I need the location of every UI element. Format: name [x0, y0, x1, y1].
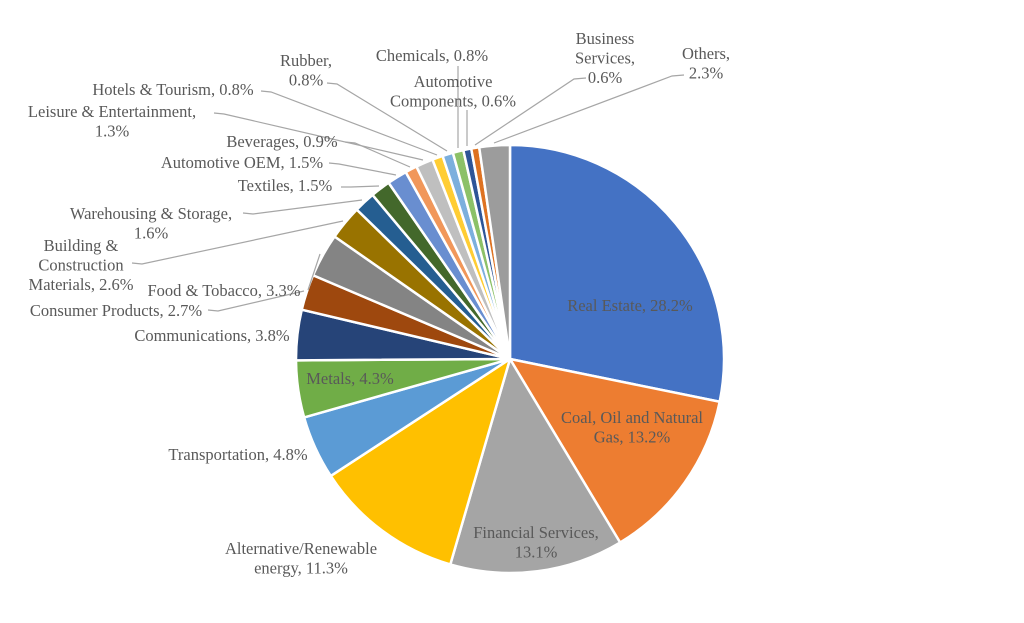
slice-label-rubber: Rubber, 0.8%	[280, 51, 332, 90]
slice-label-communications: Communications, 3.8%	[134, 326, 290, 345]
slice-label-consumer-products: Consumer Products, 2.7%	[30, 301, 203, 320]
slice-label-coal-oil-and-natural-gas: Coal, Oil and Natural Gas, 13.2%	[561, 408, 703, 447]
slice-label-automotive-oem: Automotive OEM, 1.5%	[161, 153, 323, 172]
leader-line-rubber	[326, 82, 448, 152]
leader-line-leisure-entertainment	[213, 112, 424, 161]
slice-label-automotive-components: Automotive Components, 0.6%	[390, 72, 516, 111]
leader-line-building-construction-materials	[131, 220, 344, 265]
slice-label-transportation: Transportation, 4.8%	[168, 445, 307, 464]
slice-label-leisure-entertainment: Leisure & Entertainment, 1.3%	[28, 102, 196, 141]
slice-label-business-services: Business Services, 0.6%	[575, 29, 635, 87]
slice-label-warehousing-storage: Warehousing & Storage, 1.6%	[70, 204, 232, 243]
leader-line-automotive-oem	[328, 162, 397, 176]
slice-label-chemicals: Chemicals, 0.8%	[376, 46, 489, 65]
leader-line-hotels-tourism	[260, 90, 438, 156]
leader-line-warehousing-storage	[242, 199, 363, 215]
leader-line-food-tobacco	[307, 253, 321, 291]
pie-slice-financial-services	[449, 357, 622, 575]
slice-label-food-tobacco: Food & Tobacco, 3.3%	[148, 281, 301, 300]
leader-line-textiles	[341, 185, 380, 188]
slice-label-beverages: Beverages, 0.9%	[226, 132, 338, 151]
pie-slice-others	[477, 143, 512, 361]
pie-slice-coal-oil-and-natural-gas	[508, 357, 721, 544]
leader-line-others	[493, 74, 685, 144]
slice-label-financial-services: Financial Services, 13.1%	[473, 523, 599, 562]
slice-label-others: Others, 2.3%	[682, 44, 730, 83]
slice-label-real-estate: Real Estate, 28.2%	[567, 296, 693, 315]
slice-label-building-construction-materials: Building & Construction Materials, 2.6%	[29, 236, 134, 294]
pie-slice-real-estate	[508, 143, 726, 403]
leader-line-business-services	[474, 77, 587, 146]
slice-label-hotels-tourism: Hotels & Tourism, 0.8%	[92, 80, 254, 99]
slice-label-textiles: Textiles, 1.5%	[238, 176, 333, 195]
leader-line-consumer-products	[207, 290, 305, 312]
pie-slice-alternative-renewable-energy	[329, 357, 512, 566]
slice-label-alternative-renewable-energy: Alternative/Renewable energy, 11.3%	[225, 539, 377, 578]
slice-label-metals: Metals, 4.3%	[306, 369, 394, 388]
